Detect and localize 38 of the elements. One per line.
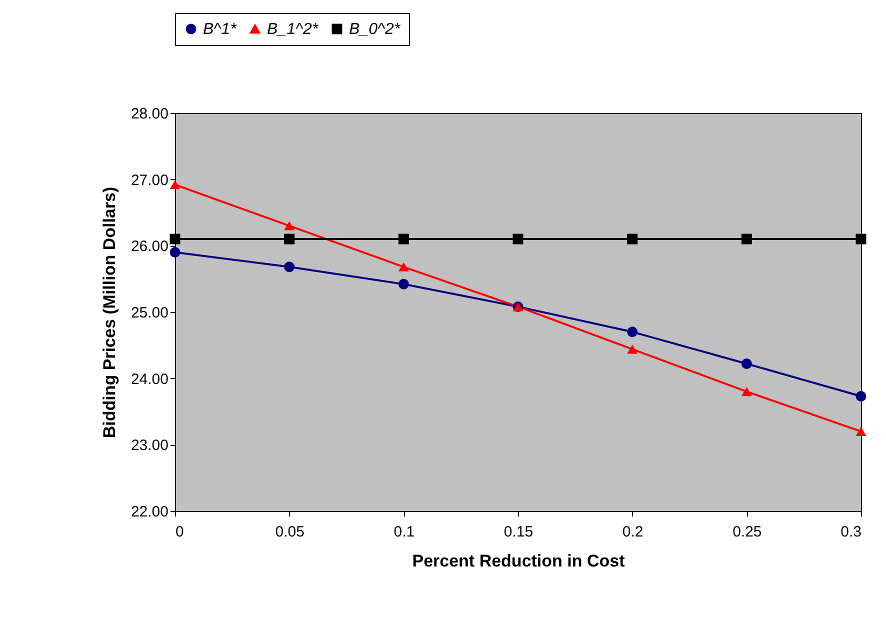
y-tick-label: 25.00: [130, 304, 168, 322]
point: [627, 326, 638, 338]
y-tick-label: 27.00: [130, 172, 168, 189]
point: [170, 247, 180, 258]
legend-label: B_0^2*: [349, 21, 401, 38]
y-tick-label: 26.00: [130, 238, 168, 256]
point: [284, 262, 295, 272]
x-tick-label: 0.1: [394, 524, 415, 540]
point: [741, 358, 752, 369]
point: [741, 387, 752, 396]
y-tick-label: 23.00: [130, 437, 168, 454]
y-axis-title: Bidding Prices (Million Dollars): [100, 186, 119, 438]
point: [284, 221, 295, 230]
point: [856, 426, 866, 436]
legend-label: B_1^2*: [267, 21, 319, 38]
y-tick-label: 28.00: [130, 106, 168, 122]
point: [741, 234, 752, 244]
point: [398, 262, 409, 272]
x-tick-label: 0.05: [275, 524, 304, 540]
x-tick-label: 0: [176, 524, 184, 540]
y-tick-label: 22.00: [130, 504, 168, 520]
x-tick-label: 0.15: [504, 524, 534, 540]
x-axis-title: Percent Reduction in Cost: [412, 552, 626, 570]
point: [398, 234, 409, 244]
point: [627, 344, 638, 354]
point: [284, 234, 295, 244]
point: [170, 234, 180, 244]
point: [627, 234, 638, 244]
point: [398, 278, 409, 290]
point: [856, 234, 866, 244]
y-tick-label: 24.00: [130, 370, 168, 388]
point: [170, 180, 180, 190]
x-tick-label: 0.3: [840, 524, 862, 540]
point: [856, 391, 866, 402]
x-tick-label: 0.2: [622, 524, 644, 540]
x-tick-label: 0.25: [732, 524, 762, 540]
point: [512, 234, 524, 244]
legend-label: B^1*: [203, 21, 238, 38]
